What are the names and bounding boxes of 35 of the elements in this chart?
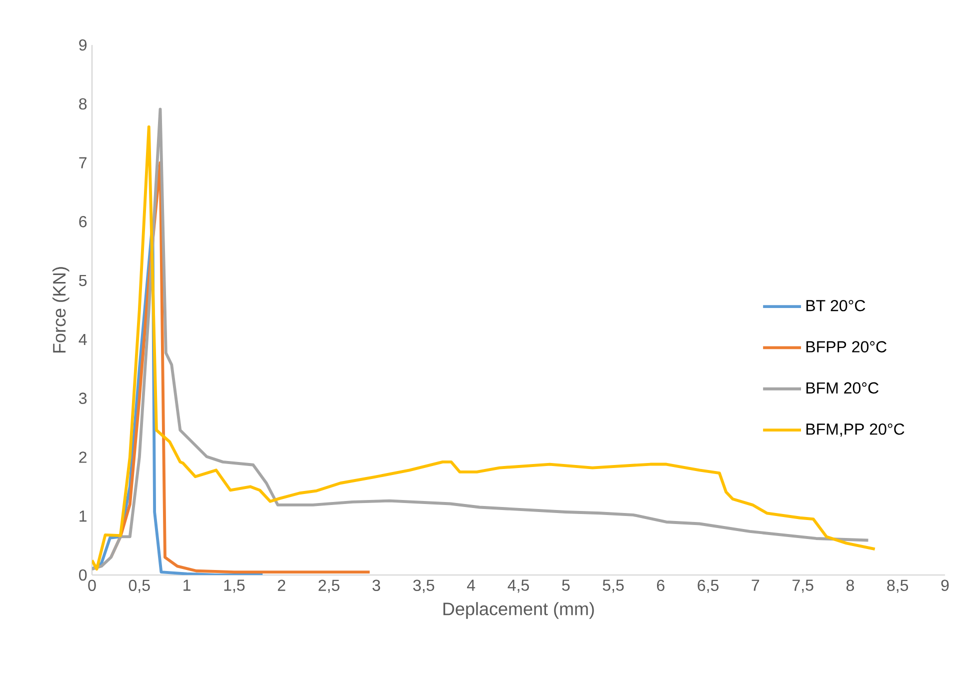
x-tick-label: 2,5 [318, 580, 340, 593]
y-tick-label: 4 [78, 334, 87, 345]
x-axis-title: Deplacement (mm) [443, 602, 594, 619]
x-tick-label: 1,5 [224, 580, 245, 593]
y-tick-label: 6 [79, 216, 87, 228]
y-tick-label: 2 [79, 452, 86, 463]
x-tick-label: 3 [372, 580, 380, 592]
x-tick-label: 2 [278, 580, 286, 591]
x-tick-label: 7 [752, 580, 760, 591]
legend-label: BFM 20°C [806, 382, 878, 394]
x-tick-label: 8 [846, 580, 854, 592]
x-tick-label: 7,5 [792, 580, 814, 593]
y-tick-label: 9 [79, 39, 87, 51]
legend-label: BFPP 20°C [806, 341, 886, 352]
x-tick-label: 9 [941, 580, 949, 592]
x-tick-label: 6 [657, 580, 664, 592]
x-tick-label: 0,5 [128, 580, 150, 593]
x-tick-label: 5,5 [602, 580, 624, 593]
x-tick-label: 6,5 [698, 580, 718, 593]
y-tick-label: 3 [79, 392, 87, 404]
y-tick-label: 8 [79, 98, 87, 110]
x-tick-label: 1 [184, 580, 190, 591]
legend-label: BT 20°C [806, 300, 866, 312]
x-tick-label: 8,5 [887, 580, 908, 593]
x-tick-label: 3,5 [413, 580, 434, 593]
x-tick-label: 4,5 [508, 580, 529, 593]
x-tick-label: 4 [467, 580, 476, 591]
x-tick-label: 0 [88, 580, 96, 592]
y-tick-label: 1 [80, 510, 87, 522]
y-tick-label: 0 [79, 569, 87, 581]
y-tick-label: 5 [79, 274, 87, 286]
legend-label: BFM,PP 20°C [806, 423, 904, 437]
x-tick-label: 5 [562, 580, 570, 591]
y-axis-title: Force (KN) [52, 267, 70, 353]
y-tick-label: 7 [79, 157, 86, 168]
